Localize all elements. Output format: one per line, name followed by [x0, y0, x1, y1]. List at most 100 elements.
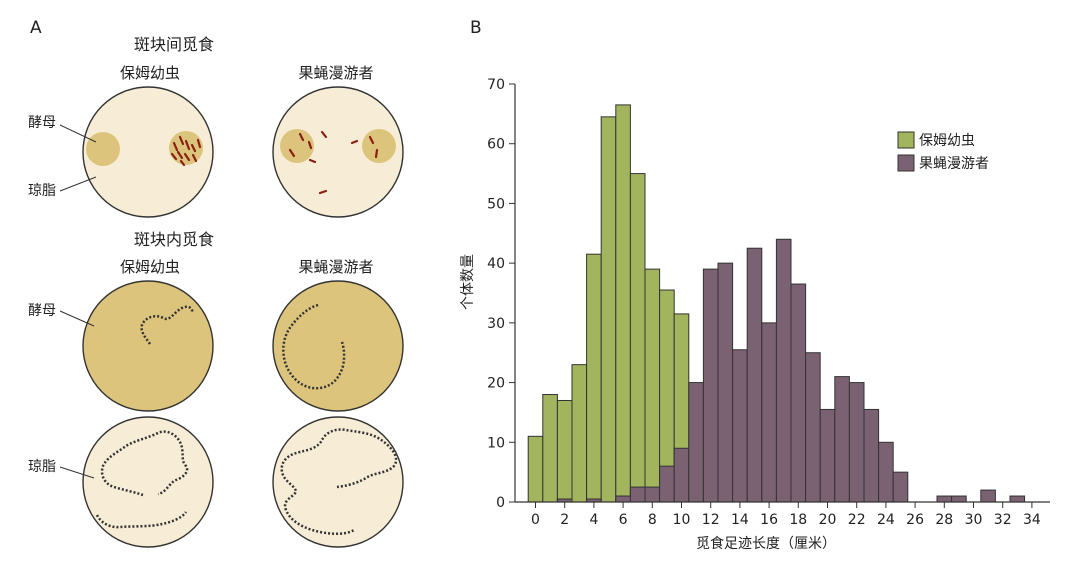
bar: [892, 471, 909, 503]
bar: [761, 322, 777, 503]
bar: [542, 394, 558, 503]
yeast-leader-2: [59, 310, 95, 327]
bar: [805, 352, 821, 503]
bar: [556, 399, 573, 503]
y-tick-label: 70: [487, 77, 505, 93]
dish-within-yeast-rover: [82, 280, 214, 412]
panel-b-label: B: [470, 18, 482, 38]
foraging-track: [280, 428, 398, 535]
x-tick-label: 30: [965, 512, 983, 528]
bar: [629, 486, 646, 503]
chart-axes: [514, 84, 1050, 503]
bar: [1009, 495, 1026, 503]
bar: [615, 495, 631, 503]
y-tick-label: 40: [487, 256, 505, 272]
bar: [527, 435, 544, 503]
y-axis-label: 个体数量: [460, 254, 476, 310]
bar: [819, 408, 836, 503]
yeast-patch: [86, 132, 120, 166]
dish-within-agar-sitter: [272, 416, 404, 548]
x-tick-label: 32: [994, 512, 1012, 528]
dish-within-yeast-sitter: [272, 280, 404, 412]
legend-label-rover: 保姆幼虫: [919, 133, 975, 149]
y-tick-label: 0: [496, 495, 505, 511]
bar: [834, 376, 850, 503]
bar: [775, 238, 792, 503]
y-tick-label: 10: [487, 435, 505, 451]
bar: [659, 465, 675, 503]
y-tick-label: 60: [487, 137, 505, 153]
bar: [571, 364, 588, 503]
bar: [936, 495, 953, 503]
x-tick-label: 4: [589, 512, 598, 528]
legend-swatch-sitter: [897, 154, 915, 172]
yeast-patch: [362, 129, 396, 163]
bar: [848, 382, 865, 503]
agar-leader-2: [59, 466, 95, 479]
agar-annotation-1: 琼脂: [28, 183, 56, 199]
bar: [702, 268, 719, 503]
x-tick-label: 24: [877, 512, 895, 528]
x-tick-label: 0: [531, 512, 540, 528]
foraging-track: [100, 430, 189, 497]
y-tick-label: 50: [487, 196, 505, 212]
bar: [790, 283, 807, 503]
yeast-annotation-1: 酵母: [28, 115, 56, 131]
bar: [615, 104, 631, 503]
legend: 保姆幼虫 果蝇漫游者: [897, 131, 989, 172]
x-tick-label: 34: [1023, 512, 1041, 528]
x-tick-label: 20: [819, 512, 837, 528]
yeast-leader-1: [59, 124, 97, 143]
bar: [746, 247, 763, 503]
y-axis-ticks: 0 10 20 30 40 50 60 70: [487, 77, 515, 511]
larvae-cluster: [170, 135, 202, 167]
bar: [951, 495, 967, 503]
sitter-label-top: 果蝇漫游者: [298, 64, 373, 82]
rover-label-bottom: 保姆幼虫: [120, 258, 180, 276]
yeast-patch: [169, 131, 203, 165]
bar: [980, 489, 996, 503]
bar: [688, 382, 704, 503]
legend-label-sitter: 果蝇漫游者: [919, 156, 989, 172]
rover-label-top: 保姆幼虫: [120, 64, 180, 82]
x-tick-label: 18: [789, 512, 807, 528]
bar: [644, 268, 661, 503]
x-tick-label: 28: [935, 512, 953, 528]
sitter-label-bottom: 果蝇漫游者: [298, 258, 373, 276]
legend-swatch-rover: [897, 131, 915, 149]
x-tick-label: 2: [560, 512, 569, 528]
bar: [586, 253, 602, 503]
x-axis-label: 觅食足迹长度（厘米）: [696, 535, 836, 552]
agar-annotation-2: 琼脂: [28, 459, 56, 475]
x-tick-label: 6: [619, 512, 628, 528]
panel-a-label: A: [30, 18, 42, 38]
larvae-scattered: [288, 130, 379, 195]
x-tick-label: 16: [760, 512, 778, 528]
agar-leader-1: [59, 176, 97, 192]
dish-between-rover: [82, 86, 214, 218]
bar: [863, 408, 880, 503]
x-axis-ticks: 0 2 4 6 8 10 12 14 16 18 20 22 24 26 28 30 32 34: [531, 502, 1041, 528]
bar: [673, 447, 690, 503]
bar: [732, 349, 748, 503]
within-patch-title: 斑块内觅食: [134, 230, 214, 249]
bar: [717, 262, 734, 503]
foraging-track: [95, 511, 188, 529]
y-tick-label: 20: [487, 376, 505, 392]
x-tick-label: 14: [731, 512, 749, 528]
bar: [878, 441, 894, 503]
x-tick-label: 10: [673, 512, 691, 528]
yeast-patch: [280, 129, 314, 163]
x-tick-label: 8: [648, 512, 657, 528]
dish-within-agar-rover: [82, 416, 214, 548]
bar: [644, 486, 661, 503]
y-tick-label: 30: [487, 316, 505, 332]
foraging-track: [140, 305, 194, 345]
x-tick-label: 26: [906, 512, 924, 528]
between-patch-title: 斑块间觅食: [134, 35, 214, 54]
x-tick-label: 12: [702, 512, 720, 528]
bar: [600, 116, 617, 503]
bar: [629, 173, 646, 503]
